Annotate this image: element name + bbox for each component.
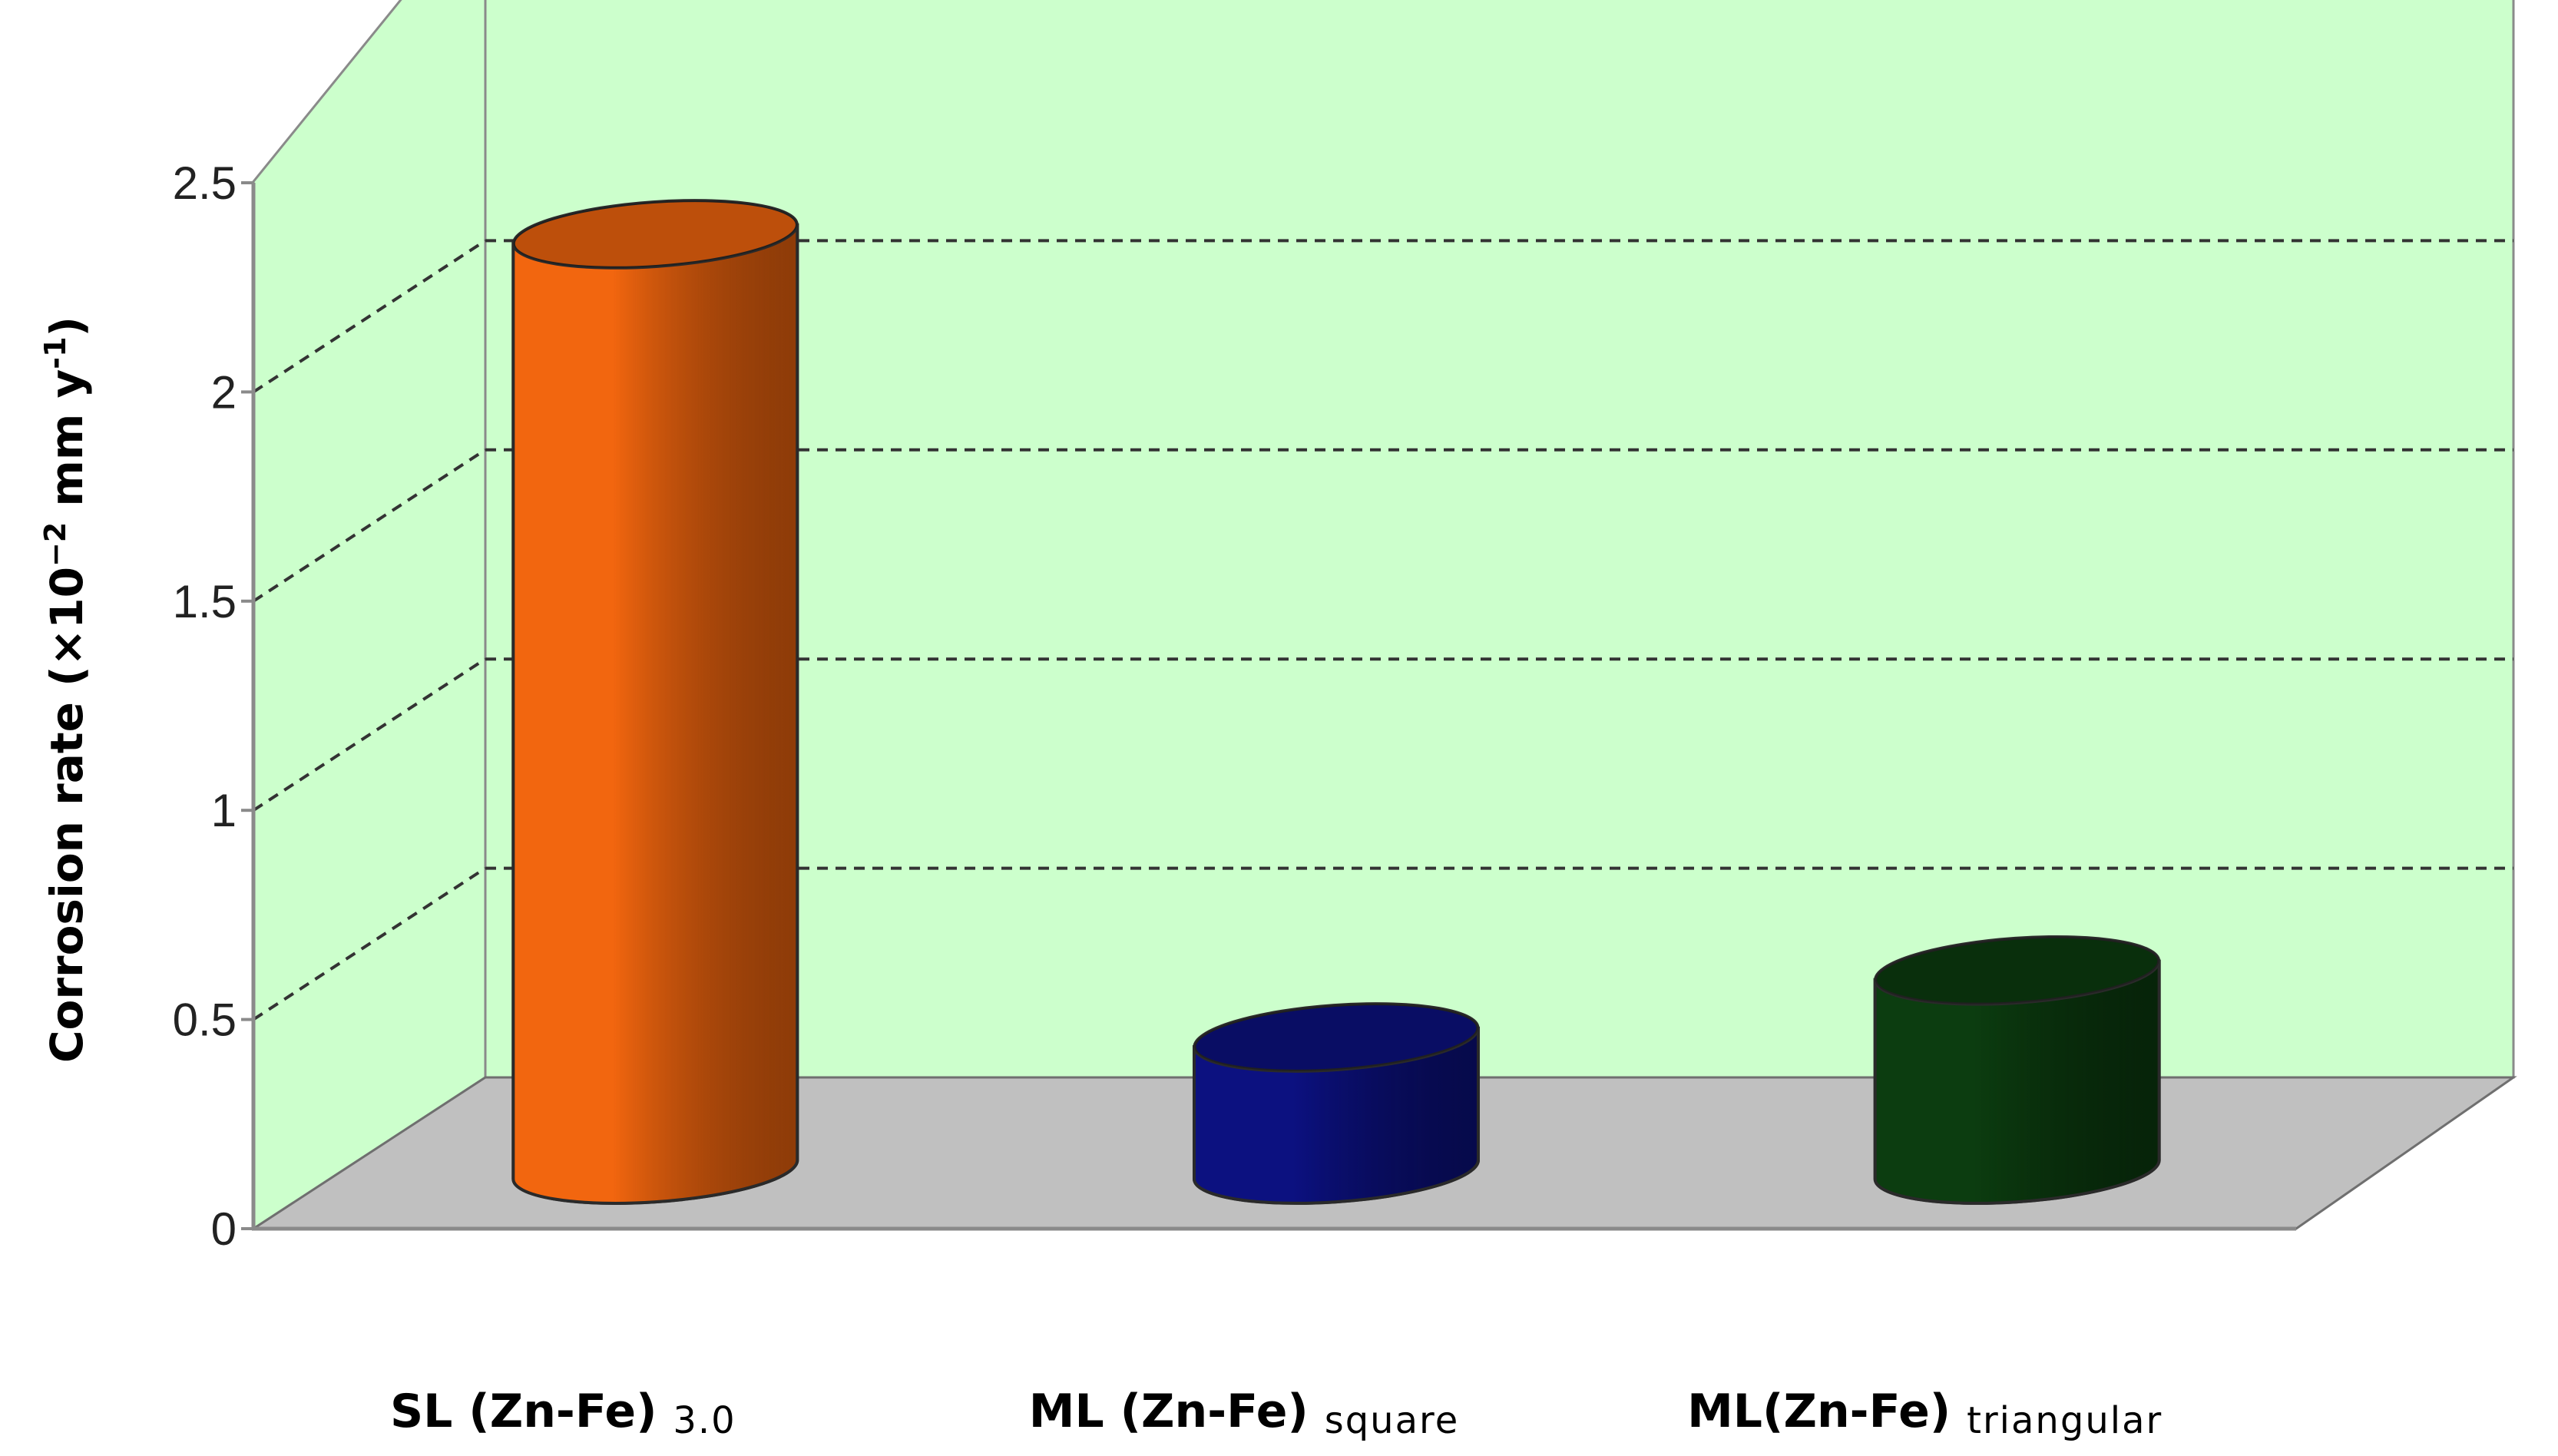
y-tick-labels: 0 0.5 1 1.5 2 2.5 xyxy=(173,157,237,1255)
bar-2 xyxy=(1192,1002,1480,1205)
x-category-labels: SL (Zn-Fe) 3.0 ML (Zn-Fe) square ML(Zn-Fe)… xyxy=(390,1385,2163,1442)
gridlines xyxy=(252,239,2513,1021)
y-axis-label-exponent-2: -1 xyxy=(38,336,72,369)
gridline-side-3 xyxy=(252,448,487,603)
gridline-side-1 xyxy=(252,866,487,1021)
y-axis-label-unit: mm y xyxy=(41,369,93,522)
axes xyxy=(241,181,2296,1231)
y-axis-label-exponent-1: −2 xyxy=(38,522,72,567)
y-axis-label: Corrosion rate (×10−2 mm y-1) xyxy=(38,316,93,1063)
y-tick-label-3: 1.5 xyxy=(173,576,237,627)
category-label-3: ML(Zn-Fe) triangular xyxy=(1687,1385,2163,1442)
chart-walls xyxy=(249,0,2517,1231)
bar-top-shade-1 xyxy=(513,200,797,268)
category-sub-3: triangular xyxy=(1967,1399,2163,1442)
y-axis-label-prefix: Corrosion rate (×10 xyxy=(41,567,93,1063)
side-wall xyxy=(252,0,487,1231)
y-tick-label-5: 2.5 xyxy=(173,157,237,209)
bar-top-2 xyxy=(1193,1002,1480,1073)
category-sub-1: 3.0 xyxy=(673,1399,736,1442)
bar-top-shade-2 xyxy=(1194,1004,1478,1071)
category-label-1: SL (Zn-Fe) 3.0 xyxy=(390,1385,736,1442)
bar-shade-3 xyxy=(1873,959,2161,1205)
bar-top-1 xyxy=(511,199,799,270)
gridline-side-2 xyxy=(252,657,487,812)
category-main-1: SL (Zn-Fe) xyxy=(390,1385,673,1438)
y-tick-label-2: 1 xyxy=(211,785,237,836)
y-tick-label-4: 2 xyxy=(211,366,237,418)
gridline-side-4 xyxy=(252,239,487,394)
y-tick-label-1: 0.5 xyxy=(173,994,237,1046)
category-sub-2: square xyxy=(1325,1399,1460,1442)
bar-3 xyxy=(1873,935,2161,1205)
bar-shade-1 xyxy=(511,223,799,1205)
y-axis-label-suffix: ) xyxy=(41,316,93,337)
bar-shade-2 xyxy=(1192,1026,1480,1205)
category-main-3: ML(Zn-Fe) xyxy=(1687,1385,1967,1438)
bar-top-3 xyxy=(1874,935,2161,1006)
bar-top-shade-3 xyxy=(1875,936,2159,1004)
bar-1 xyxy=(511,199,799,1205)
category-label-2: ML (Zn-Fe) square xyxy=(1029,1385,1459,1442)
back-wall xyxy=(484,0,2515,1079)
y-tick-label-0: 0 xyxy=(211,1203,237,1255)
category-main-2: ML (Zn-Fe) xyxy=(1029,1385,1325,1438)
bars xyxy=(511,199,2161,1205)
